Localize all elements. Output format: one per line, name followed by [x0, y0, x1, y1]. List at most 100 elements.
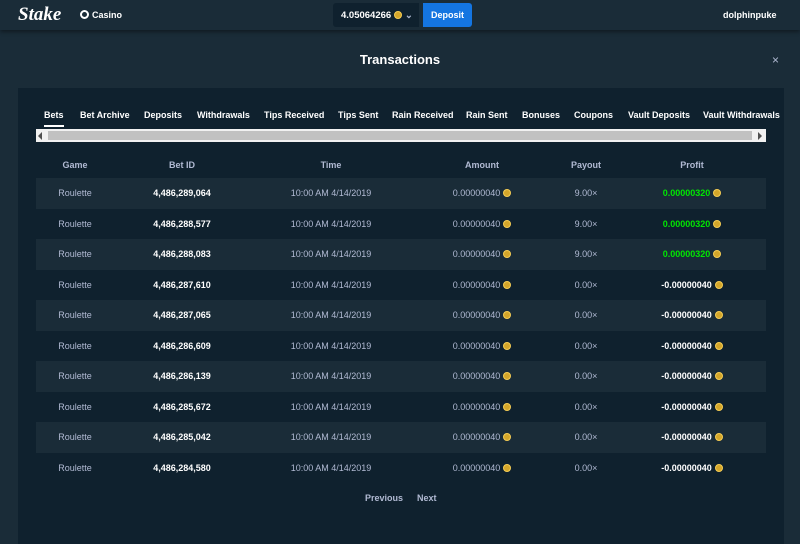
coin-icon [714, 433, 723, 441]
cell-text: 10:00 AM 4/14/2019 [290, 371, 372, 381]
cell-text: 0.00× [574, 432, 598, 442]
coin-icon [394, 11, 403, 19]
cell-text: 4,486,284,580 [153, 462, 211, 473]
table-cell: 0.00000040 [412, 341, 552, 351]
cell-text: 10:00 AM 4/14/2019 [290, 249, 372, 259]
cell-text: 4,486,288,577 [153, 218, 211, 229]
cell-text: 10:00 AM 4/14/2019 [290, 462, 372, 473]
table-cell: 0.00000040 [412, 188, 552, 198]
cell-text: Roulette [58, 188, 92, 198]
table-cell: -0.00000040 [622, 280, 762, 290]
tab[interactable]: Withdrawals [197, 110, 250, 120]
balance[interactable]: 4.05064266 ⌄ [333, 3, 419, 27]
cell-text: 4,486,288,083 [153, 249, 211, 259]
table-cell: Roulette [5, 432, 145, 442]
table-cell: Roulette [5, 280, 145, 290]
table-cell: 0.00× [516, 402, 656, 412]
coin-icon [714, 402, 723, 411]
table-cell: 4,486,285,672 [112, 402, 252, 412]
cell-text: 0.00000040 [452, 371, 501, 381]
username[interactable]: dolphinpuke [723, 10, 777, 20]
tab[interactable]: Bet Archive [80, 110, 130, 120]
scrollbar-thumb[interactable] [48, 131, 752, 140]
coin-icon [503, 189, 512, 197]
table-cell: -0.00000040 [622, 371, 762, 381]
close-button[interactable]: × [772, 53, 780, 67]
next-button[interactable]: Next [417, 493, 437, 503]
table-cell: 10:00 AM 4/14/2019 [261, 463, 401, 473]
cell-text: Roulette [58, 462, 92, 473]
previous-button[interactable]: Previous [365, 493, 404, 503]
table-cell: 0.00000040 [412, 463, 552, 473]
table-cell: 10:00 AM 4/14/2019 [261, 310, 401, 320]
coin-icon [714, 463, 723, 472]
coin-icon [713, 250, 722, 258]
tab[interactable]: Bets [44, 110, 64, 127]
casino-link[interactable]: Casino [92, 10, 123, 20]
cell-text: 4,486,287,065 [153, 310, 211, 320]
table-cell: 10:00 AM 4/14/2019 [261, 280, 401, 290]
cell-text: 4,486,285,672 [153, 401, 211, 412]
coin-icon [714, 372, 723, 380]
tab[interactable]: Coupons [574, 110, 613, 120]
tab[interactable]: Rain Received [392, 110, 454, 120]
table-cell: 0.00× [516, 310, 656, 320]
scroll-right[interactable] [758, 132, 762, 140]
cell-text: 10:00 AM 4/14/2019 [290, 432, 372, 442]
table-cell: 4,486,287,065 [112, 310, 252, 320]
tab[interactable]: Rain Sent [466, 110, 508, 120]
table-cell: 0.00000040 [412, 371, 552, 381]
table-cell: 0.00000040 [412, 310, 552, 320]
cell-text: 0.00000320 [662, 188, 711, 198]
cell-text: 9.00× [574, 218, 598, 229]
top-bar: Stake Casino 4.05064266 ⌄ Deposit dolphi… [0, 0, 800, 30]
tab[interactable]: Vault Deposits [628, 110, 691, 120]
cell-text: 4,486,287,610 [153, 279, 211, 290]
table-row [36, 300, 766, 331]
table-row [36, 361, 766, 392]
table-cell: 10:00 AM 4/14/2019 [261, 432, 401, 442]
table-cell: Roulette [5, 371, 145, 381]
cell-text: 0.00× [574, 340, 598, 351]
table-cell: 10:00 AM 4/14/2019 [261, 219, 401, 229]
cell-text: 9.00× [574, 188, 598, 198]
table-cell: -0.00000040 [622, 402, 762, 412]
tab[interactable]: Tips Received [264, 110, 325, 120]
cell-text: 4,486,289,064 [153, 188, 211, 198]
column-header: Profit [680, 160, 704, 170]
cell-text: -0.00000040 [661, 279, 712, 290]
table-cell: Roulette [5, 188, 145, 198]
tab[interactable]: Vault Withdrawals [703, 110, 780, 120]
table-cell: 4,486,287,610 [112, 280, 252, 290]
table-cell: 4,486,286,609 [112, 341, 252, 351]
deposit-button[interactable]: Deposit [423, 3, 472, 27]
scroll-left[interactable] [38, 132, 42, 140]
table-row [36, 239, 766, 270]
coin-icon [714, 341, 723, 350]
table-cell: 4,486,288,577 [112, 219, 252, 229]
cell-text: Roulette [58, 249, 92, 259]
coin-icon [503, 372, 512, 380]
column-header: Bet ID [168, 160, 195, 170]
cell-text: 10:00 AM 4/14/2019 [290, 218, 372, 229]
cell-text: 4,486,286,139 [153, 371, 211, 381]
table-cell: 10:00 AM 4/14/2019 [261, 371, 401, 381]
cell-text: 0.00× [574, 310, 598, 320]
cell-text: -0.00000040 [661, 310, 712, 320]
cell-text: 0.00000040 [452, 401, 501, 412]
table-cell: 10:00 AM 4/14/2019 [261, 249, 401, 259]
table-cell: 0.00000040 [412, 280, 552, 290]
table-cell: 0.00000040 [412, 219, 552, 229]
logo[interactable]: Stake [18, 4, 62, 25]
cell-text: 0.00000040 [452, 218, 501, 229]
cell-text: 0.00000040 [452, 249, 501, 259]
cell-text: -0.00000040 [661, 340, 712, 351]
coin-icon [714, 311, 723, 319]
tab[interactable]: Tips Sent [338, 110, 379, 120]
tab[interactable]: Bonuses [522, 110, 561, 120]
coin-icon [503, 311, 512, 319]
tab[interactable]: Deposits [144, 110, 183, 120]
table-cell: 10:00 AM 4/14/2019 [261, 341, 401, 351]
coin-icon [503, 280, 512, 289]
coin-icon [503, 341, 512, 350]
